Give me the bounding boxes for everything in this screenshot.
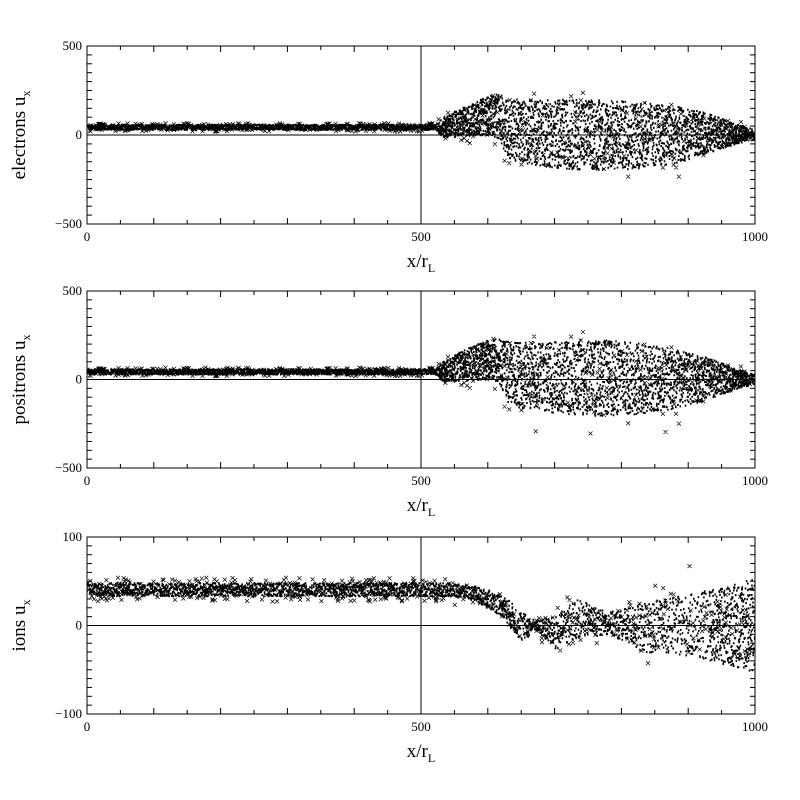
- positrons-y-tick-label: 0: [76, 372, 83, 387]
- positrons-outliers: [87, 329, 755, 436]
- electrons-x-tick-label: 0: [84, 229, 91, 244]
- positrons-y-tick-label: −500: [55, 460, 82, 475]
- ions-x-tick-label: 1000: [742, 719, 768, 734]
- positrons-x-tick-label: 500: [411, 473, 431, 488]
- ions-y-tick-label: −100: [55, 706, 82, 721]
- electrons-particles: [87, 90, 755, 179]
- ions-x-tick-label: 0: [84, 719, 91, 734]
- positrons-x-tick-label: 1000: [742, 473, 768, 488]
- electrons-outliers: [87, 90, 755, 179]
- positrons-particles: [87, 329, 755, 436]
- ions-x-axis-label: x/rL: [407, 741, 435, 765]
- electrons-x-tick-label: 1000: [742, 229, 768, 244]
- ions-x-tick-label: 500: [411, 719, 431, 734]
- positrons-x-axis-label: x/rL: [407, 495, 435, 519]
- positrons-y-axis-label: positrons ux: [9, 335, 33, 425]
- electrons-x-ticks: [86, 45, 756, 225]
- ions-y-tick-label: 100: [63, 529, 83, 544]
- electrons-y-tick-label: 500: [63, 38, 83, 53]
- positrons-x-tick-label: 0: [84, 473, 91, 488]
- electrons-x-axis-label: x/rL: [407, 251, 435, 275]
- ions-y-axis-label: ions ux: [9, 600, 33, 652]
- electrons-y-tick-label: −500: [55, 216, 82, 231]
- ions-x-ticks: [86, 536, 756, 715]
- electrons-x-tick-label: 500: [411, 229, 431, 244]
- positrons-dense-band: [87, 338, 755, 417]
- electrons-y-tick-label: 0: [76, 127, 83, 142]
- electrons-y-axis-label: electrons ux: [9, 91, 33, 180]
- positrons-x-ticks: [86, 290, 756, 469]
- ions-y-tick-label: 0: [76, 618, 83, 633]
- positrons-y-tick-label: 500: [63, 283, 83, 298]
